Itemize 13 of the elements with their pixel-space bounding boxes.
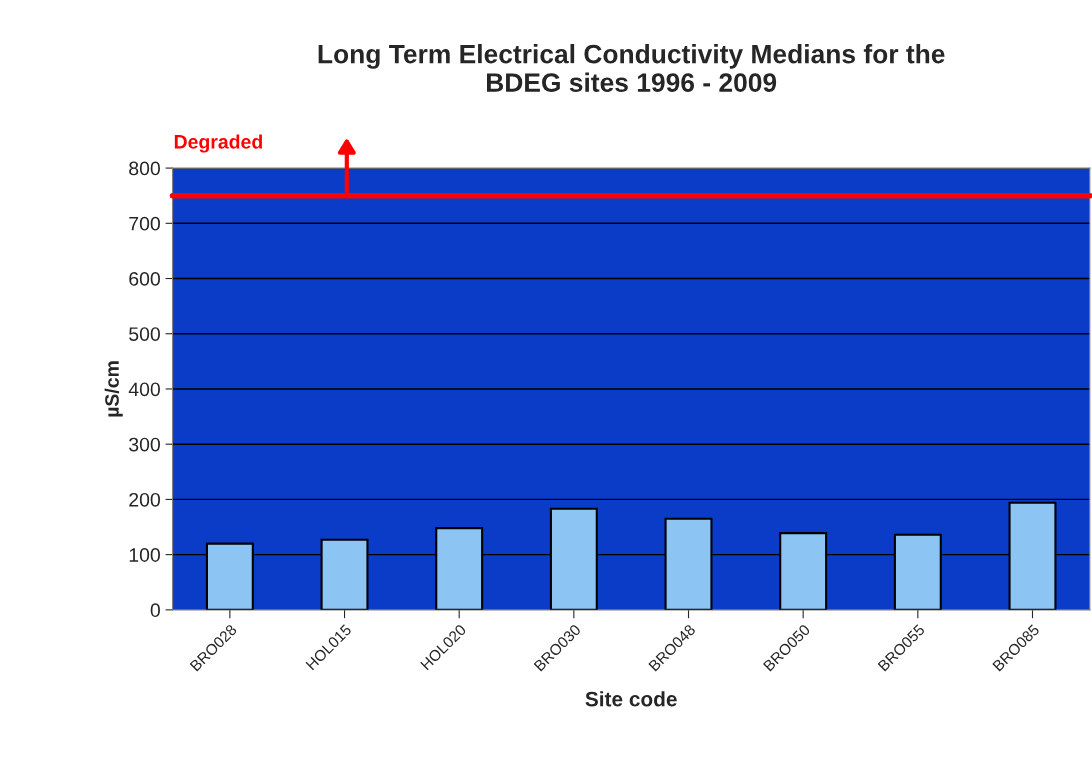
y-tick-label: 300 xyxy=(129,437,160,452)
ref-line-label: Degraded xyxy=(174,134,262,153)
y-tick-label: 400 xyxy=(128,382,160,397)
y-tick-label: 200 xyxy=(129,492,160,507)
y-tick-label: 100 xyxy=(129,548,160,562)
y-tick-label: 800 xyxy=(129,161,160,176)
y-tick-label: 0 xyxy=(150,603,160,618)
y-tick-label: 600 xyxy=(129,271,160,286)
x-axis-title: Site code xyxy=(585,691,677,707)
y-tick-label: 500 xyxy=(129,327,160,341)
chart-title: Long Term Electrical Conductivity Medians for the BDEG sites 1996 - 2009 xyxy=(318,44,945,92)
y-tick-label: 700 xyxy=(129,216,160,231)
y-axis-title: µS/cm xyxy=(104,361,123,417)
